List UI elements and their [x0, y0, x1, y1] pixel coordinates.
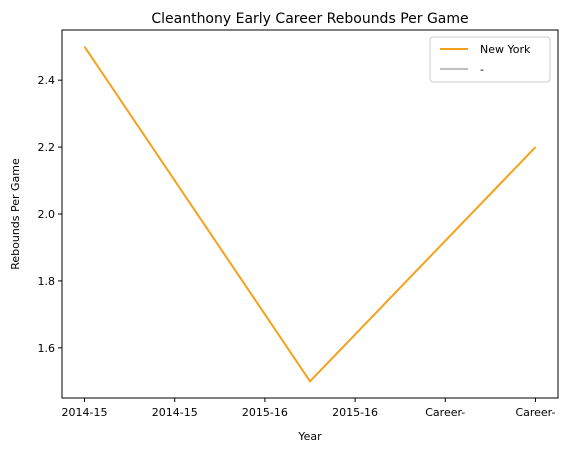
plot-area [61, 29, 559, 399]
x-axis-title: Year [297, 430, 322, 443]
y-tick-label: 2.4 [38, 74, 56, 87]
y-tick-label: 1.8 [38, 275, 56, 288]
legend-label: New York [480, 43, 531, 56]
legend-label: - [480, 63, 484, 76]
y-tick-label: 2.2 [38, 141, 56, 154]
x-tick-label: 2014-15 [152, 406, 198, 419]
legend: New York - [429, 36, 551, 83]
chart-title: Cleanthony Early Career Rebounds Per Gam… [151, 11, 468, 27]
y-axis: 1.6 1.8 2.0 2.2 2.4 [38, 74, 62, 355]
x-tick-label: Career- [515, 406, 555, 419]
x-tick-label: 2015-16 [332, 406, 378, 419]
series-layer [83, 46, 537, 383]
x-tick-label: 2014-15 [62, 406, 108, 419]
x-tick-label: Career- [425, 406, 465, 419]
y-axis-title: Rebounds Per Game [9, 158, 22, 270]
series-line [83, 46, 537, 383]
x-axis: 2014-15 2014-15 2015-16 2015-16 Career- Caree… [62, 398, 555, 419]
y-tick-label: 2.0 [38, 208, 56, 221]
y-tick-label: 1.6 [38, 342, 56, 355]
x-tick-label: 2015-16 [242, 406, 288, 419]
